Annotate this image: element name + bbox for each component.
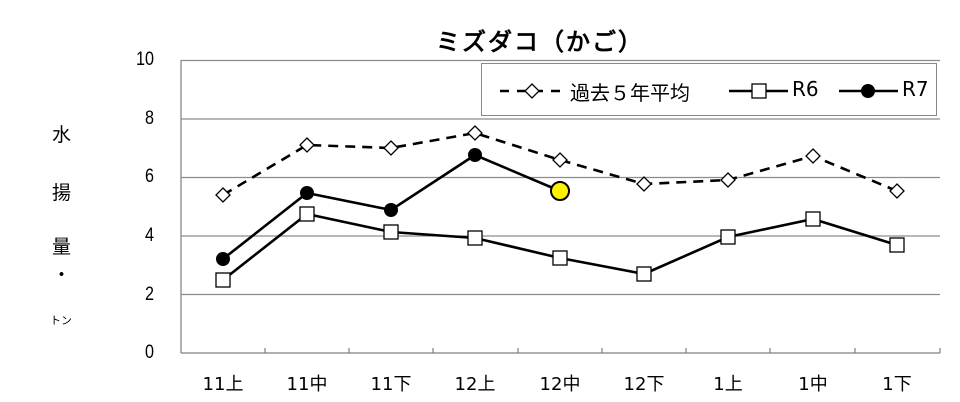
highlight-point-r7-latest: [550, 181, 570, 201]
x-tick-label: 12上: [454, 374, 496, 395]
y-tick-label: 0: [145, 342, 154, 363]
x-tick-label: 1下: [882, 374, 912, 395]
y-tick-label: 10: [136, 49, 154, 70]
x-tick-label: 11下: [370, 374, 412, 395]
axes: [180, 60, 941, 354]
legend-icons: [500, 83, 898, 99]
x-tick-label: 12中: [539, 374, 581, 395]
legend-label-r7: R7: [902, 77, 929, 101]
x-tick-label: 1上: [713, 374, 743, 395]
y-axis-label-char: 揚: [52, 182, 72, 204]
legend: 過去５年平均 R6 R7: [481, 63, 937, 116]
y-axis-label-unit: トン: [50, 314, 72, 327]
diamond-dashed-icon: [500, 83, 564, 99]
circle-filled-icon: [839, 84, 898, 98]
series-5yr-average: [215, 125, 905, 203]
gridlines: [181, 59, 940, 296]
y-tick-label: 8: [145, 108, 154, 129]
series-r7: [216, 148, 570, 266]
legend-label-5yr-average: 過去５年平均: [570, 81, 690, 105]
chart-title: ミズダコ（かご）: [436, 28, 644, 56]
x-tick-label: 11上: [202, 374, 244, 395]
x-tick-label: 12下: [623, 374, 665, 395]
square-solid-icon: [729, 83, 788, 99]
x-tick-label: 11中: [286, 374, 328, 395]
y-axis-label-char: 水: [52, 124, 72, 146]
y-axis-label-char: ・: [52, 264, 72, 286]
y-tick-label: 2: [145, 284, 154, 305]
x-tick-label: 1中: [798, 374, 828, 395]
legend-label-r6: R6: [792, 77, 819, 101]
y-axis-label-char: 量: [52, 236, 72, 258]
y-tick-label: 6: [145, 166, 154, 187]
series-r6: [215, 206, 905, 288]
y-tick-label: 4: [145, 225, 154, 246]
